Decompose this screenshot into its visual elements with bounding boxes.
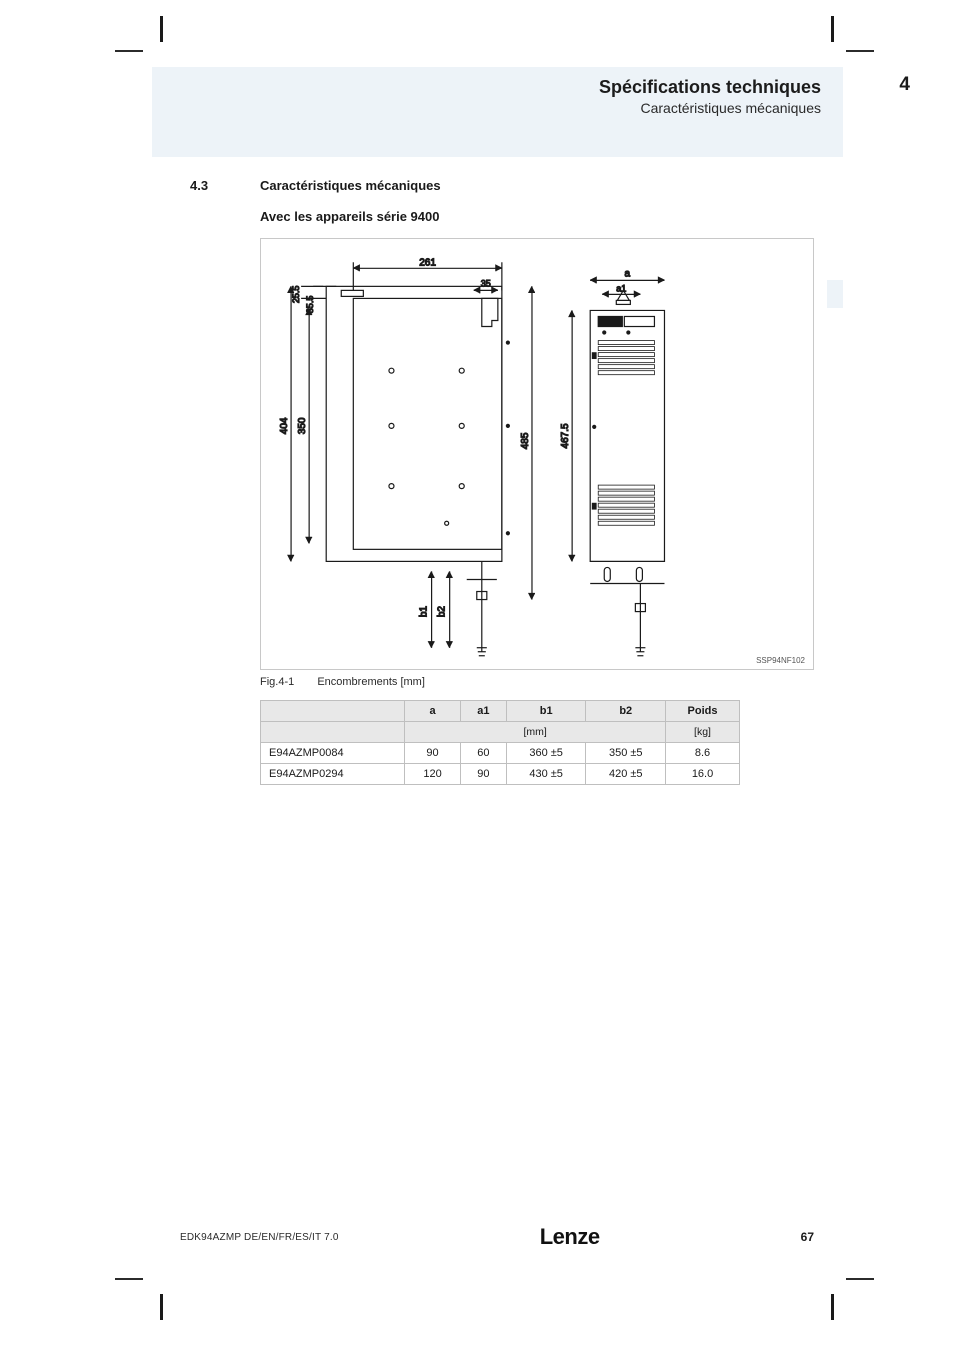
- section-number: 4.3: [190, 178, 208, 193]
- page: Spécifications techniques Caractéristiqu…: [0, 0, 954, 1350]
- crop-mark: [115, 1278, 143, 1280]
- registration-tick: [831, 16, 834, 42]
- table-row: E94AZMP0084 90 60 360 ±5 350 ±5 8.6: [261, 743, 740, 764]
- dim-404: 404: [279, 417, 290, 434]
- dim-485: 485: [520, 432, 531, 449]
- dimensions-table: a a1 b1 b2 Poids [mm] [kg] E94AZMP0084 9…: [260, 700, 740, 785]
- crop-mark: [115, 50, 143, 52]
- cell-b2: 420 ±5: [586, 764, 666, 785]
- figure-code: SSP94NF102: [756, 656, 805, 665]
- cell-a1: 90: [460, 764, 506, 785]
- cell-b1: 360 ±5: [506, 743, 586, 764]
- body: Caractéristiques mécaniques Avec les app…: [260, 178, 814, 785]
- col-b1: b1: [506, 701, 586, 722]
- dim-261: 261: [419, 257, 436, 268]
- unit-kg: [kg]: [666, 722, 740, 743]
- cell-b1: 430 ±5: [506, 764, 586, 785]
- header-band: Spécifications techniques Caractéristiqu…: [152, 67, 843, 157]
- figure-frame: 261 25.5 35.5 404 350: [260, 238, 814, 670]
- dim-25-5: 25.5: [291, 286, 301, 304]
- row-id: E94AZMP0084: [261, 743, 405, 764]
- table-unit-row: [mm] [kg]: [261, 722, 740, 743]
- table-header-row: a a1 b1 b2 Poids: [261, 701, 740, 722]
- table-row: E94AZMP0294 120 90 430 ±5 420 ±5 16.0: [261, 764, 740, 785]
- col-a1: a1: [460, 701, 506, 722]
- dim-b1: b1: [419, 606, 430, 618]
- crop-mark: [846, 1278, 874, 1280]
- figure-caption: Fig.4-1 Encombrements [mm]: [260, 676, 814, 688]
- dim-350: 350: [297, 417, 308, 434]
- cell-poids: 8.6: [666, 743, 740, 764]
- footer: EDK94AZMP DE/EN/FR/ES/IT 7.0 Lenze 67: [180, 1224, 814, 1250]
- dim-a: a: [625, 268, 631, 279]
- cell-a1: 60: [460, 743, 506, 764]
- cell-a: 120: [405, 764, 461, 785]
- header-title: Spécifications techniques: [599, 77, 821, 98]
- col-poids: Poids: [666, 701, 740, 722]
- unit-mm: [mm]: [405, 722, 666, 743]
- footer-page-number: 67: [801, 1230, 814, 1244]
- dim-35: 35: [481, 278, 491, 288]
- cell-a: 90: [405, 743, 461, 764]
- figure-caption-text: Encombrements [mm]: [317, 676, 425, 688]
- registration-tick: [160, 16, 163, 42]
- registration-tick: [831, 1294, 834, 1320]
- section-title: Caractéristiques mécaniques: [260, 178, 814, 193]
- dimension-drawing: 261 25.5 35.5 404 350: [271, 249, 803, 663]
- chapter-number: 4: [899, 74, 910, 96]
- cell-b2: 350 ±5: [586, 743, 666, 764]
- header-subtitle: Caractéristiques mécaniques: [599, 100, 821, 116]
- footer-doc-id: EDK94AZMP DE/EN/FR/ES/IT 7.0: [180, 1232, 339, 1243]
- registration-tick: [160, 1294, 163, 1320]
- dim-467-5: 467.5: [560, 423, 571, 448]
- col-a: a: [405, 701, 461, 722]
- dim-b2: b2: [437, 606, 448, 618]
- row-id: E94AZMP0294: [261, 764, 405, 785]
- col-b2: b2: [586, 701, 666, 722]
- cell-poids: 16.0: [666, 764, 740, 785]
- section-subtitle: Avec les appareils série 9400: [260, 209, 814, 224]
- col-blank: [261, 701, 405, 722]
- crop-mark: [846, 50, 874, 52]
- figure-caption-number: Fig.4-1: [260, 676, 294, 688]
- footer-logo: Lenze: [540, 1224, 600, 1250]
- side-tab: [827, 280, 843, 308]
- header-text: Spécifications techniques Caractéristiqu…: [599, 77, 821, 116]
